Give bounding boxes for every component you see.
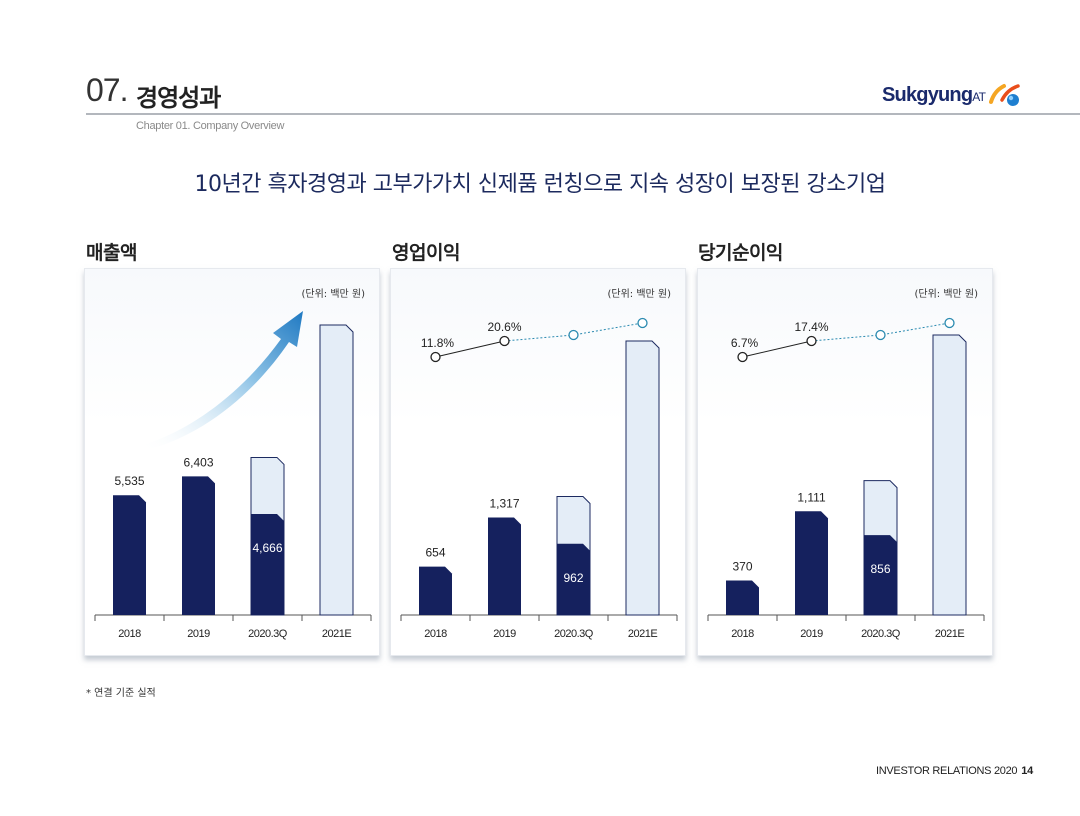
value-label: 6,403	[183, 455, 213, 469]
chart-panel-operating-profit: 654 2018 1,317 2019 962 2020.3Q 2021E 11.8% 20.6…	[390, 268, 686, 656]
category-label: 2020.3Q	[554, 628, 594, 640]
value-bar	[726, 580, 759, 615]
value-label: 856	[870, 562, 890, 576]
category-label: 2018	[424, 628, 447, 640]
value-label: 962	[563, 571, 583, 585]
category-label: 2019	[187, 628, 210, 640]
value-bar	[557, 543, 590, 615]
page-headline: 10년간 흑자경영과 고부가가치 신제품 런칭으로 지속 성장이 보장된 강소기…	[194, 172, 886, 197]
margin-label: 20.6%	[487, 320, 521, 334]
revenue-chart: 5,535 2018 6,403 2019 4,666 2020.3Q 2021E	[94, 311, 372, 640]
header-divider	[86, 113, 1080, 115]
category-label: 2018	[118, 628, 141, 640]
margin-point	[430, 351, 441, 363]
category-label: 2018	[731, 628, 754, 640]
chart-title-operating-profit: 영업이익	[392, 242, 460, 264]
value-bar	[864, 535, 897, 615]
footnote: * 연결 기준 실적	[86, 688, 156, 699]
footer-label: INVESTOR RELATIONS 2020	[876, 765, 1018, 777]
category-label: 2019	[493, 628, 516, 640]
value-label: 1,111	[797, 490, 826, 504]
category-label: 2021E	[322, 628, 351, 640]
section-subtitle: Chapter 01. Company Overview	[136, 120, 285, 132]
value-bar	[251, 514, 284, 615]
category-label: 2021E	[628, 628, 657, 640]
page-number: 14	[1021, 765, 1033, 777]
unit-label: (단위: 백만 원)	[301, 289, 365, 300]
margin-point	[637, 317, 648, 329]
category-label: 2019	[800, 628, 823, 640]
margin-point	[944, 317, 955, 329]
section-title: 경영성과	[136, 84, 221, 112]
unit-label: (단위: 백만 원)	[607, 289, 671, 300]
category-label: 2020.3Q	[248, 628, 288, 640]
operating-profit-chart: 654 2018 1,317 2019 962 2020.3Q 2021E 11.8% 20.6…	[400, 317, 678, 640]
net-income-chart: 370 2018 1,111 2019 856 2020.3Q 2021E 6.7% 17.4%	[707, 317, 985, 640]
value-bar	[113, 495, 146, 615]
category-label: 2021E	[935, 628, 964, 640]
sukgyung-logo-icon	[989, 84, 1020, 106]
margin-point	[568, 329, 579, 341]
value-label: 654	[425, 546, 445, 560]
margin-line-actual	[742, 340, 812, 358]
margin-label: 17.4%	[794, 320, 828, 334]
projection-bar	[625, 340, 660, 616]
category-label: 2020.3Q	[861, 628, 901, 640]
growth-arrow-icon	[143, 311, 303, 451]
value-label: 5,535	[114, 474, 144, 488]
margin-point	[737, 351, 748, 363]
value-bar	[488, 517, 521, 615]
projection-bar	[319, 324, 354, 616]
margin-label: 11.8%	[421, 336, 454, 350]
value-bar	[419, 566, 452, 615]
projection-bar	[932, 334, 967, 616]
unit-label: (단위: 백만 원)	[914, 289, 978, 300]
margin-point	[499, 335, 510, 347]
page-footer: INVESTOR RELATIONS 2020 14	[876, 765, 1033, 777]
margin-point	[806, 335, 817, 347]
chart-panel-net-income: 370 2018 1,111 2019 856 2020.3Q 2021E 6.7% 17.4%…	[697, 268, 993, 656]
chart-title-revenue: 매출액	[86, 242, 137, 264]
margin-line-actual	[435, 340, 505, 358]
logo-wordmark: SukgyungAT	[882, 84, 986, 106]
company-logo: SukgyungAT	[882, 82, 1032, 110]
value-bar	[182, 476, 215, 615]
value-label: 1,317	[489, 496, 519, 510]
value-label: 4,666	[252, 541, 282, 555]
chart-title-net-income: 당기순이익	[698, 242, 783, 264]
value-label: 370	[732, 559, 752, 573]
section-number: 07.	[86, 72, 128, 108]
chart-panel-revenue: 5,535 2018 6,403 2019 4,666 2020.3Q 2021E (단위:…	[84, 268, 380, 656]
margin-point	[875, 329, 886, 341]
value-bar	[795, 511, 828, 615]
margin-label: 6.7%	[731, 336, 759, 350]
